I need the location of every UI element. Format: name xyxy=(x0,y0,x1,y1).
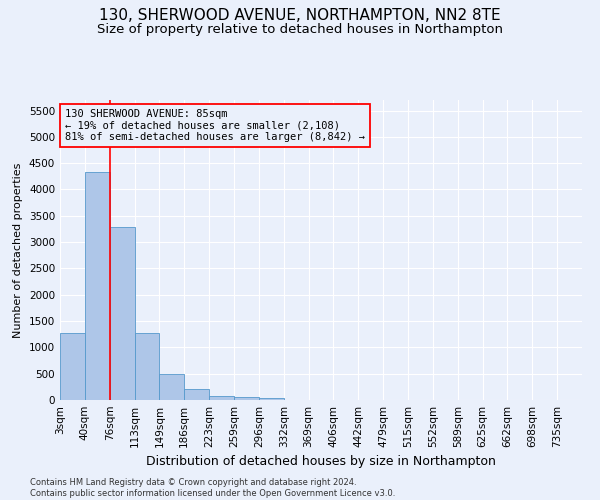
Bar xyxy=(259,398,284,400)
Bar xyxy=(134,332,160,400)
Text: Contains HM Land Registry data © Crown copyright and database right 2024.
Contai: Contains HM Land Registry data © Crown c… xyxy=(30,478,395,498)
Y-axis label: Number of detached properties: Number of detached properties xyxy=(13,162,23,338)
X-axis label: Distribution of detached houses by size in Northampton: Distribution of detached houses by size … xyxy=(146,456,496,468)
Bar xyxy=(184,388,209,400)
Bar xyxy=(85,172,110,400)
Text: 130 SHERWOOD AVENUE: 85sqm
← 19% of detached houses are smaller (2,108)
81% of s: 130 SHERWOOD AVENUE: 85sqm ← 19% of deta… xyxy=(65,109,365,142)
Bar xyxy=(209,396,234,400)
Bar xyxy=(60,333,85,400)
Bar xyxy=(110,227,134,400)
Text: Size of property relative to detached houses in Northampton: Size of property relative to detached ho… xyxy=(97,22,503,36)
Bar xyxy=(234,397,259,400)
Text: 130, SHERWOOD AVENUE, NORTHAMPTON, NN2 8TE: 130, SHERWOOD AVENUE, NORTHAMPTON, NN2 8… xyxy=(99,8,501,22)
Bar xyxy=(160,374,184,400)
